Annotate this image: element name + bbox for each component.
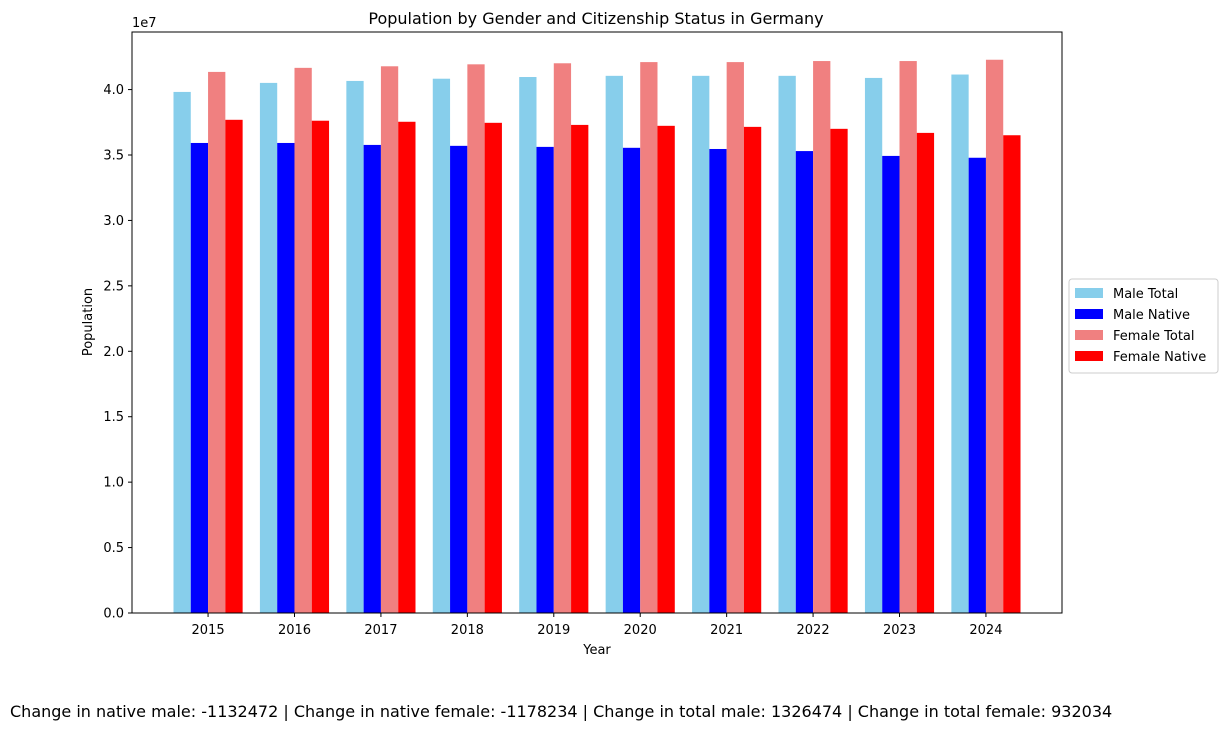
y-axis-label: Population bbox=[81, 288, 96, 356]
y-tick-label: 2.5 bbox=[103, 279, 124, 294]
x-tick-label: 2022 bbox=[797, 623, 830, 638]
bar-male-total-2024 bbox=[951, 74, 969, 614]
bar-female-total-2015 bbox=[208, 71, 226, 614]
legend-label: Female Total bbox=[1113, 329, 1195, 344]
bar-female-total-2020 bbox=[640, 62, 658, 613]
bar-female-native-2015 bbox=[225, 119, 243, 614]
x-tick-label: 2021 bbox=[710, 623, 743, 638]
bar-male-total-2015 bbox=[173, 91, 191, 613]
bar-female-native-2017 bbox=[398, 121, 416, 613]
bar-female-total-2022 bbox=[813, 61, 831, 614]
bar-male-native-2016 bbox=[277, 142, 295, 613]
chart-title: Population by Gender and Citizenship Sta… bbox=[368, 9, 823, 28]
bar-male-total-2016 bbox=[259, 82, 278, 613]
x-tick-label: 2016 bbox=[278, 623, 311, 638]
footer-summary-text: Change in native male: -1132472 | Change… bbox=[10, 702, 1113, 721]
bar-male-native-2017 bbox=[363, 144, 381, 614]
legend-box bbox=[1068, 278, 1219, 374]
bar-male-native-2024 bbox=[968, 157, 986, 613]
bar-male-native-2015 bbox=[190, 142, 209, 613]
y-tick-label: 0.5 bbox=[103, 541, 124, 556]
bar-male-total-2021 bbox=[692, 75, 710, 613]
legend-swatch bbox=[1075, 330, 1103, 340]
bar-female-native-2020 bbox=[657, 125, 675, 614]
legend-swatch bbox=[1075, 288, 1103, 298]
bar-female-total-2017 bbox=[380, 66, 399, 613]
bar-female-total-2023 bbox=[899, 61, 917, 614]
plot-frame bbox=[131, 31, 1063, 614]
x-tick-label: 2015 bbox=[192, 623, 225, 638]
bar-female-native-2022 bbox=[830, 128, 848, 614]
axes-layer: 0.0 0.5 1.0 1.5 2.0 2.5 3.0 3.5 4.0 2015 2016 2017 2… bbox=[103, 31, 1063, 638]
y-tick-label: 1.5 bbox=[103, 410, 124, 425]
bar-female-native-2023 bbox=[916, 132, 935, 613]
legend: Male Total Male Native Female Total Female … bbox=[1068, 278, 1219, 374]
bar-female-native-2016 bbox=[311, 120, 330, 613]
y-tick-label: 4.0 bbox=[103, 83, 124, 98]
bar-female-total-2021 bbox=[726, 62, 744, 613]
legend-swatch bbox=[1075, 351, 1103, 361]
bar-male-total-2022 bbox=[778, 75, 796, 613]
bar-male-native-2018 bbox=[450, 145, 468, 613]
bar-male-total-2018 bbox=[432, 78, 451, 614]
bar-male-native-2020 bbox=[622, 147, 641, 613]
y-tick-label: 1.0 bbox=[103, 476, 124, 491]
bar-male-total-2019 bbox=[519, 77, 537, 614]
legend-label: Male Total bbox=[1113, 287, 1178, 302]
bar-female-native-2019 bbox=[571, 124, 589, 613]
x-tick-label: 2024 bbox=[969, 623, 1002, 638]
y-tick-label: 3.5 bbox=[103, 149, 124, 164]
bar-male-total-2020 bbox=[605, 75, 623, 613]
bars-layer bbox=[173, 59, 1021, 614]
legend-label: Female Native bbox=[1113, 350, 1206, 365]
bar-male-native-2019 bbox=[536, 146, 554, 613]
bar-male-native-2023 bbox=[882, 155, 900, 613]
bar-male-total-2017 bbox=[346, 80, 364, 614]
y-tick-label: 0.0 bbox=[103, 607, 124, 622]
x-tick-label: 2018 bbox=[451, 623, 484, 638]
x-tick-label: 2020 bbox=[624, 623, 657, 638]
bar-female-total-2018 bbox=[467, 64, 485, 613]
bar-female-total-2016 bbox=[294, 67, 312, 614]
y-axis-offset-label: 1e7 bbox=[132, 16, 157, 31]
legend-swatch bbox=[1075, 309, 1103, 319]
bar-female-native-2024 bbox=[1003, 135, 1021, 613]
legend-label: Male Native bbox=[1113, 308, 1190, 323]
bar-male-native-2022 bbox=[795, 151, 814, 613]
bar-male-total-2023 bbox=[864, 77, 883, 613]
bar-female-native-2018 bbox=[484, 122, 502, 613]
y-tick-label: 3.0 bbox=[103, 214, 124, 229]
y-tick-label: 2.0 bbox=[103, 345, 124, 360]
bar-female-native-2021 bbox=[743, 126, 762, 614]
bar-male-native-2021 bbox=[709, 148, 727, 613]
x-tick-label: 2019 bbox=[537, 623, 570, 638]
x-tick-label: 2017 bbox=[364, 623, 397, 638]
x-axis-label: Year bbox=[582, 643, 611, 658]
bar-female-total-2024 bbox=[985, 59, 1004, 613]
x-tick-label: 2023 bbox=[883, 623, 916, 638]
bar-female-total-2019 bbox=[553, 63, 572, 614]
